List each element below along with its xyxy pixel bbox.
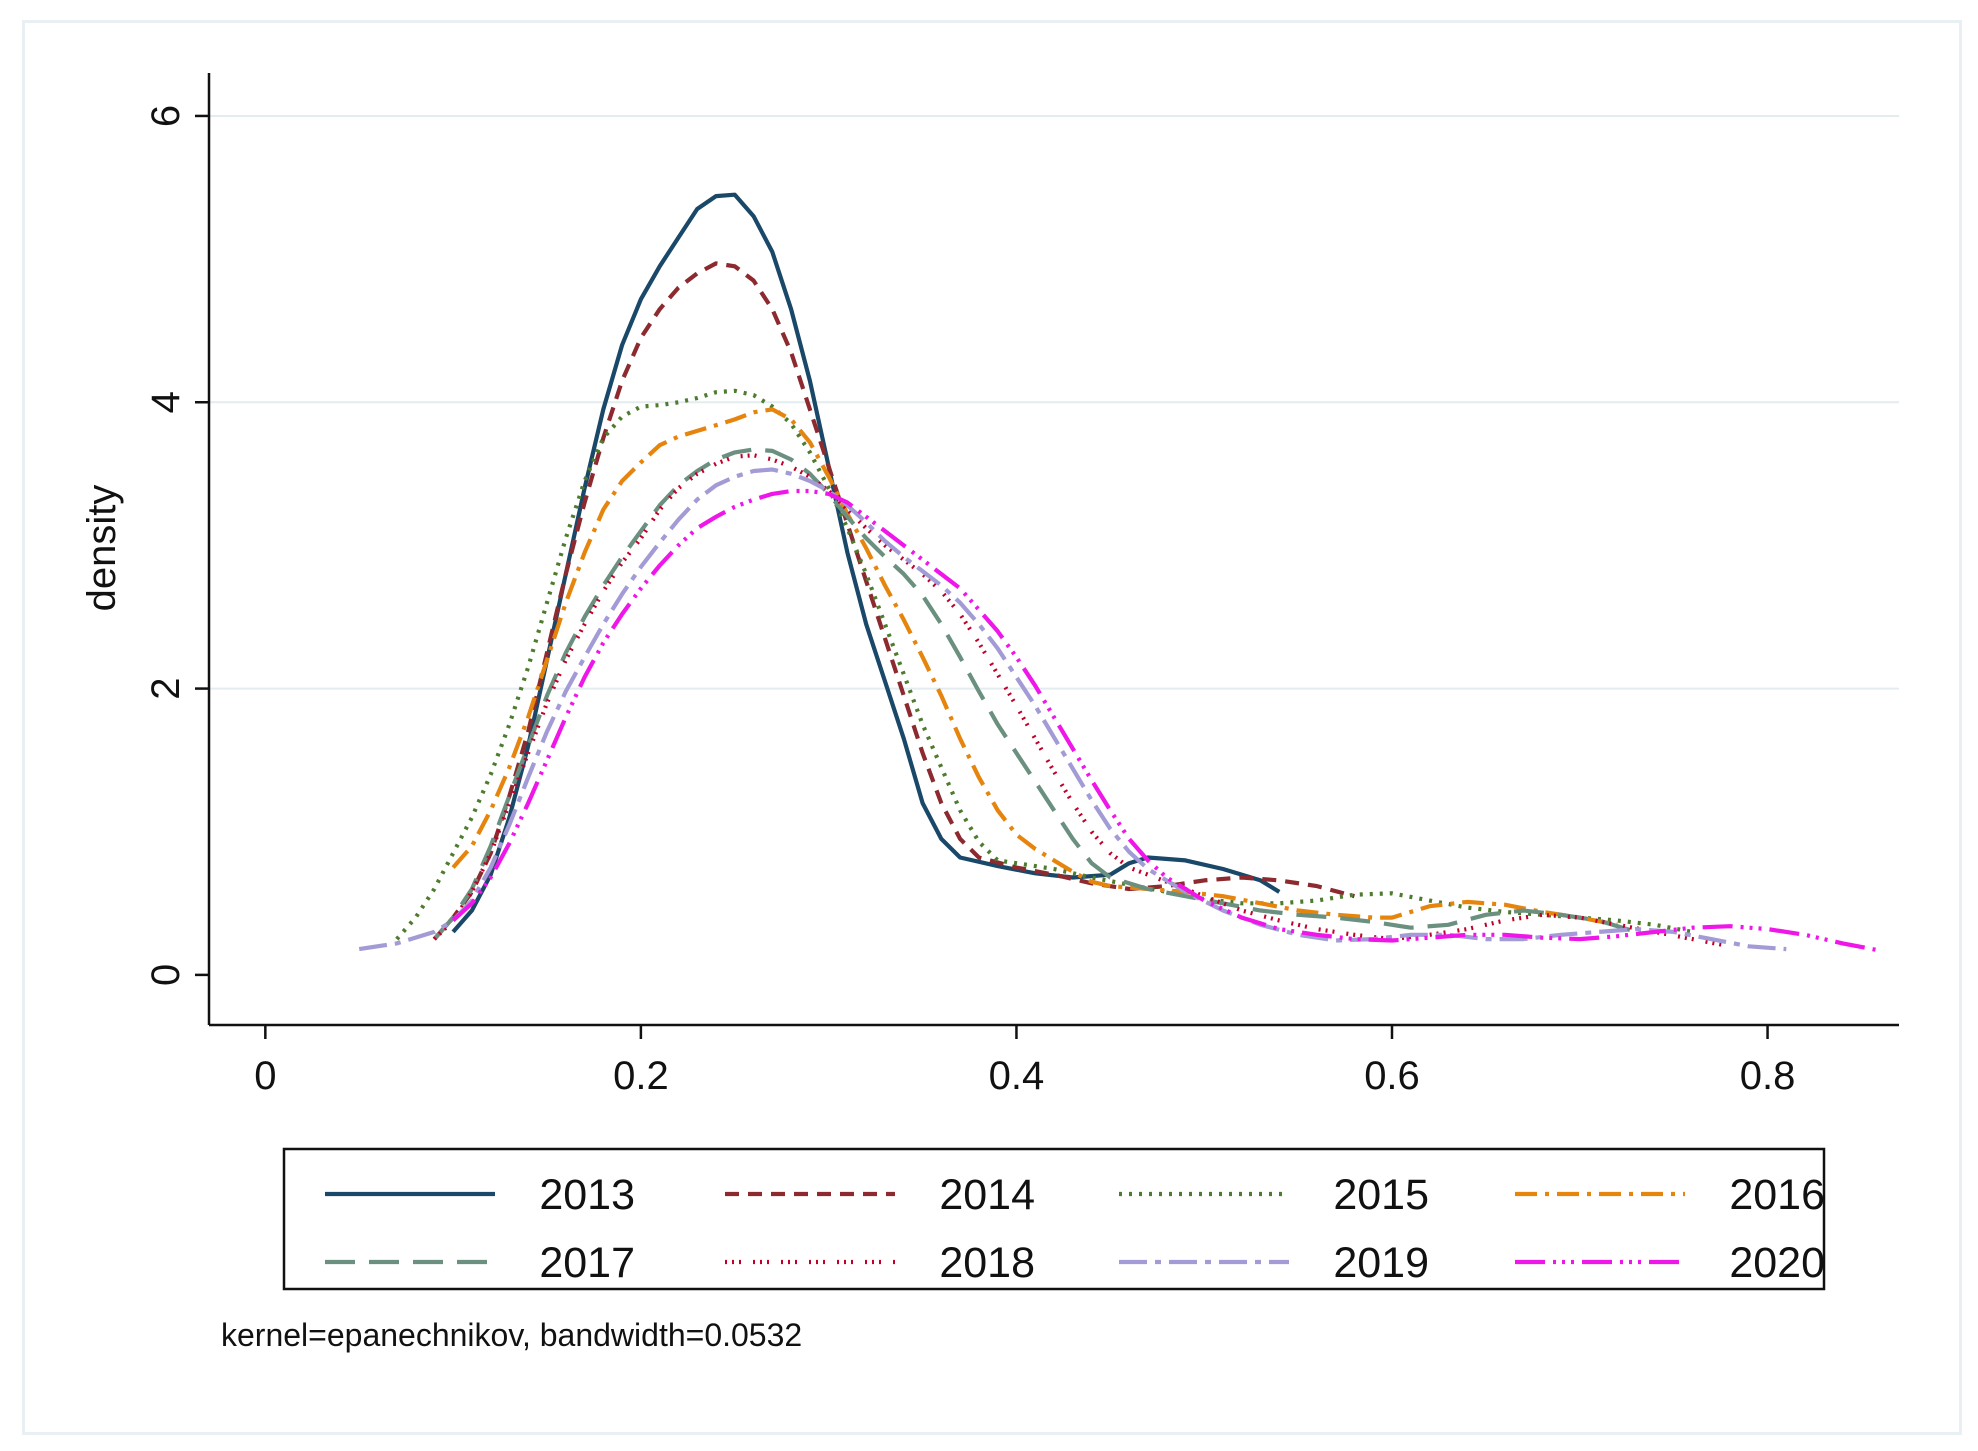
legend-label-2015: 2015 bbox=[1333, 1171, 1429, 1219]
series-line-2015 bbox=[395, 388, 1693, 941]
legend-items: 2013 2014 2015 2016 2017 2018 2019 2020 bbox=[325, 1171, 1825, 1287]
chart-note: kernel=epanechnikov, bandwidth=0.0532 bbox=[221, 1317, 802, 1353]
series-line-2014 bbox=[432, 261, 1355, 941]
series-line-2016 bbox=[451, 407, 1618, 927]
legend-label-2013: 2013 bbox=[539, 1171, 635, 1219]
x-tick-label: 0.8 bbox=[1740, 1054, 1796, 1098]
y-tick-label: 4 bbox=[144, 391, 188, 413]
series-line-2020 bbox=[451, 488, 1881, 953]
legend-label-2019: 2019 bbox=[1333, 1239, 1429, 1287]
axes: 0 2 4 6 0 0.2 0.4 0.6 0.8 bbox=[144, 73, 1899, 1098]
legend-label-2017: 2017 bbox=[539, 1239, 635, 1287]
y-tick-label: 0 bbox=[144, 964, 188, 986]
y-tick-label: 6 bbox=[144, 105, 188, 127]
series-line-2013 bbox=[451, 192, 1281, 934]
legend-label-2020: 2020 bbox=[1729, 1239, 1825, 1287]
series-line-2019 bbox=[358, 467, 1787, 952]
x-tick-label: 0.4 bbox=[989, 1054, 1045, 1098]
x-tick-label: 0.2 bbox=[613, 1054, 669, 1098]
legend-label-2018: 2018 bbox=[939, 1239, 1035, 1287]
legend-box bbox=[282, 1147, 1826, 1291]
y-axis-title: density bbox=[80, 485, 124, 612]
series-line-2018 bbox=[432, 453, 1731, 949]
legend-label-2016: 2016 bbox=[1729, 1171, 1825, 1219]
density-curves bbox=[358, 192, 1881, 953]
legend: 2013 2014 2015 2016 2017 2018 2019 2020 bbox=[282, 1147, 1826, 1291]
series-line-2017 bbox=[432, 447, 1637, 941]
y-tick-label: 2 bbox=[144, 677, 188, 699]
legend-label-2014: 2014 bbox=[939, 1171, 1035, 1219]
chart-frame: 0 2 4 6 0 0.2 0.4 0.6 0.8 density 2013 2014 2015 20… bbox=[22, 20, 1962, 1435]
gridlines bbox=[209, 114, 1899, 690]
x-tick-label: 0.6 bbox=[1364, 1054, 1420, 1098]
x-tick-label: 0 bbox=[254, 1054, 276, 1098]
